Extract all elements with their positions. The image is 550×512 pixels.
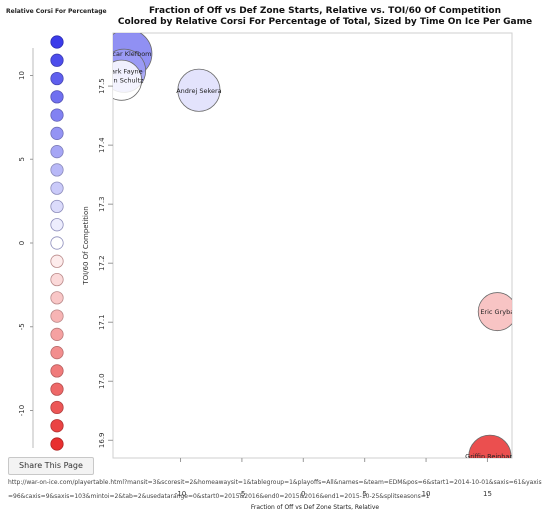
data-point bbox=[468, 434, 512, 458]
legend-swatch bbox=[50, 272, 64, 287]
legend-swatch bbox=[50, 90, 64, 104]
y-tick-label: 17.1 bbox=[98, 314, 106, 330]
legend-swatch bbox=[50, 71, 64, 86]
y-tick-label: 17.3 bbox=[98, 196, 106, 212]
legend-tick-label: -5 bbox=[18, 323, 26, 330]
legend-swatch bbox=[50, 35, 64, 49]
legend-swatch bbox=[50, 145, 64, 159]
legend-swatch bbox=[50, 400, 64, 415]
legend-swatch bbox=[50, 218, 64, 232]
legend-swatch bbox=[50, 126, 64, 140]
legend-swatch bbox=[50, 382, 64, 396]
color-legend: 10 5 0 -5 -10 bbox=[18, 35, 64, 451]
legend-title: Relative Corsi For Percentage bbox=[6, 8, 107, 15]
data-point bbox=[113, 59, 143, 101]
share-button[interactable]: Share This Page bbox=[8, 457, 94, 475]
data-point bbox=[177, 68, 221, 112]
point-label: Oscar Klefbom bbox=[104, 50, 152, 58]
legend-swatch bbox=[50, 437, 64, 451]
point-label: Mark Fayne bbox=[105, 67, 142, 75]
legend-tick-label: -10 bbox=[18, 405, 26, 416]
x-tick-label: 15 bbox=[483, 490, 492, 498]
legend-tick-label: 10 bbox=[18, 71, 26, 80]
x-tick-label: -5 bbox=[238, 490, 245, 498]
point-label: Eric Gryba bbox=[480, 308, 514, 316]
legend-tick-label: 0 bbox=[18, 241, 26, 245]
legend-swatch bbox=[50, 53, 64, 67]
x-tick-label: 0 bbox=[301, 490, 305, 498]
plot-area: 16.9 17.0 17.1 17.2 17.3 17.4 17.5 TOI/60 Of Co… bbox=[82, 32, 519, 498]
chart-title-line: Fraction of Off vs Def Zone Starts, Rela… bbox=[149, 6, 501, 16]
legend-swatch bbox=[50, 327, 64, 341]
legend-swatch bbox=[50, 254, 64, 268]
point-label: Griffin Reinhart bbox=[465, 453, 515, 461]
legend-swatch bbox=[50, 309, 64, 323]
x-tick-label: 5 bbox=[362, 490, 366, 498]
legend-swatch bbox=[50, 163, 64, 177]
chart-subtitle: Colored by Relative Corsi For Percentage… bbox=[117, 17, 533, 27]
legend-swatch bbox=[50, 419, 64, 433]
y-axis-label: TOI/60 Of Competition bbox=[82, 206, 90, 285]
legend-swatch bbox=[50, 181, 64, 195]
legend-swatch bbox=[50, 291, 64, 305]
watermark: war-on-ice.com bbox=[481, 462, 519, 468]
y-tick-label: 16.9 bbox=[98, 432, 106, 448]
x-tick-label: 10 bbox=[422, 490, 431, 498]
points-layer: Oscar Klefbom Mark Fayne Justin Schultz And… bbox=[99, 33, 519, 468]
y-tick-label: 17.2 bbox=[98, 255, 106, 271]
legend-swatch bbox=[50, 364, 64, 378]
y-tick-label: 17.0 bbox=[98, 373, 106, 389]
x-axis-label: Fraction of Off vs Def Zone Starts, Rela… bbox=[250, 504, 380, 511]
plot-frame bbox=[112, 32, 513, 459]
point-label: Andrej Sekera bbox=[176, 87, 221, 95]
legend-tick-label: 5 bbox=[18, 157, 26, 161]
legend-swatch bbox=[50, 199, 64, 214]
y-tick-label: 17.5 bbox=[98, 78, 106, 94]
point-label: Justin Schultz bbox=[99, 77, 144, 85]
legend-swatch bbox=[50, 346, 64, 360]
legend-swatch bbox=[50, 108, 64, 122]
permalink-url[interactable]: http://war-on-ice.com/playertable.html?m… bbox=[8, 479, 542, 500]
data-point bbox=[477, 292, 512, 332]
x-tick-label: -10 bbox=[175, 490, 186, 498]
y-tick-label: 17.4 bbox=[98, 137, 106, 153]
legend-swatch bbox=[50, 236, 64, 250]
chart-title: Fraction of Off vs Def Zone Starts, Rela… bbox=[100, 6, 550, 28]
